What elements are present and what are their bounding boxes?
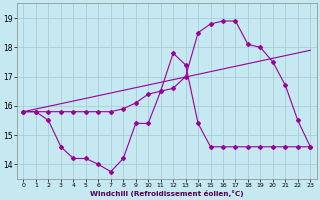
X-axis label: Windchill (Refroidissement éolien,°C): Windchill (Refroidissement éolien,°C)	[90, 190, 244, 197]
